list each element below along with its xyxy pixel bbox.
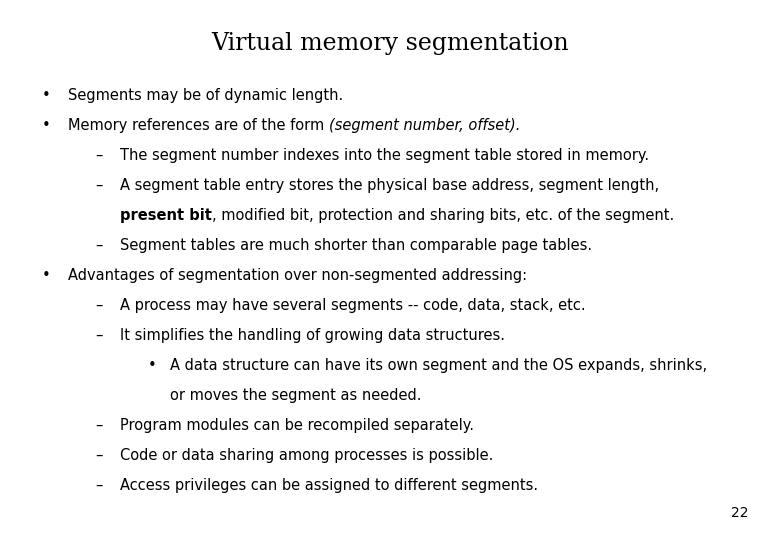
Text: •: • (42, 88, 51, 103)
Text: –: – (95, 478, 102, 493)
Text: –: – (95, 178, 102, 193)
Text: –: – (95, 328, 102, 343)
Text: •: • (42, 118, 51, 133)
Text: Access privileges can be assigned to different segments.: Access privileges can be assigned to dif… (120, 478, 538, 493)
Text: Virtual memory segmentation: Virtual memory segmentation (211, 32, 569, 55)
Text: –: – (95, 148, 102, 163)
Text: present bit: present bit (120, 208, 212, 223)
Text: –: – (95, 298, 102, 313)
Text: –: – (95, 238, 102, 253)
Text: A process may have several segments -- code, data, stack, etc.: A process may have several segments -- c… (120, 298, 586, 313)
Text: Segments may be of dynamic length.: Segments may be of dynamic length. (68, 88, 343, 103)
Text: Advantages of segmentation over non-segmented addressing:: Advantages of segmentation over non-segm… (68, 268, 527, 283)
Text: •: • (42, 268, 51, 283)
Text: Memory references are of the form: Memory references are of the form (68, 118, 329, 133)
Text: It simplifies the handling of growing data structures.: It simplifies the handling of growing da… (120, 328, 505, 343)
Text: –: – (95, 418, 102, 433)
Text: Program modules can be recompiled separately.: Program modules can be recompiled separa… (120, 418, 474, 433)
Text: A data structure can have its own segment and the OS expands, shrinks,: A data structure can have its own segmen… (170, 358, 707, 373)
Text: Segment tables are much shorter than comparable page tables.: Segment tables are much shorter than com… (120, 238, 592, 253)
Text: or moves the segment as needed.: or moves the segment as needed. (170, 388, 421, 403)
Text: •: • (148, 358, 157, 373)
Text: Code or data sharing among processes is possible.: Code or data sharing among processes is … (120, 448, 494, 463)
Text: –: – (95, 448, 102, 463)
Text: A segment table entry stores the physical base address, segment length,: A segment table entry stores the physica… (120, 178, 659, 193)
Text: The segment number indexes into the segment table stored in memory.: The segment number indexes into the segm… (120, 148, 649, 163)
Text: , modified bit, protection and sharing bits, etc. of the segment.: , modified bit, protection and sharing b… (212, 208, 674, 223)
Text: 22: 22 (731, 506, 748, 520)
Text: (segment number, offset).: (segment number, offset). (329, 118, 520, 133)
